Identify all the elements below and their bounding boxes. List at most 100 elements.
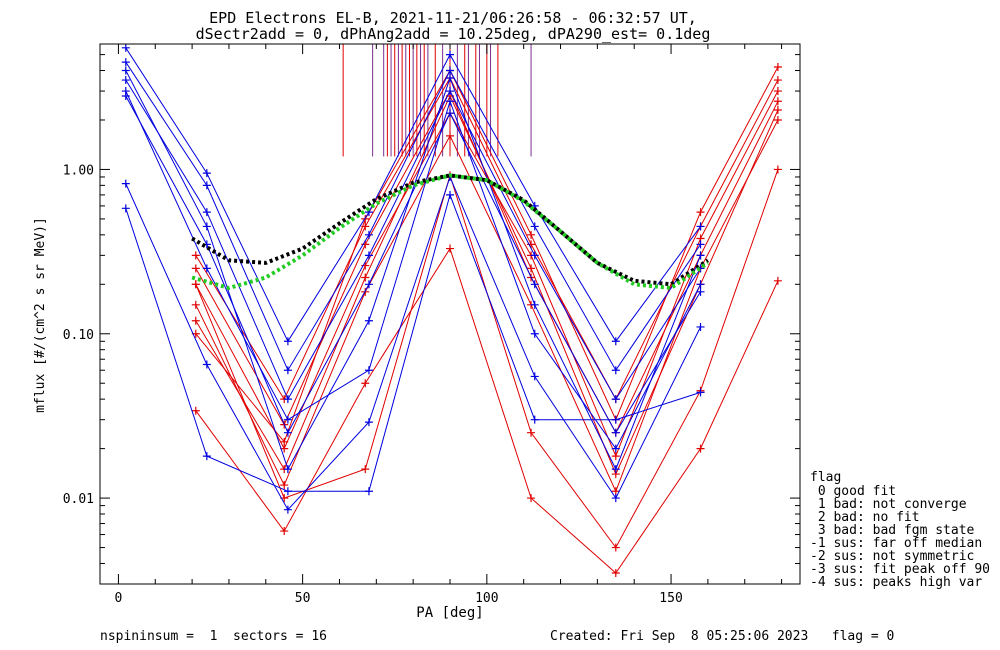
x-tick-label: 0 — [115, 591, 123, 606]
footer-right: Created: Fri Sep 8 05:25:06 2023 flag = … — [550, 629, 894, 644]
y-tick-label: 1.00 — [63, 163, 94, 178]
fit-line-black — [191, 173, 709, 287]
data-point — [611, 487, 620, 496]
legend-title: flag — [810, 470, 841, 485]
x-tick-label: 50 — [295, 591, 311, 606]
data-point — [191, 406, 200, 415]
legend-entry: -3 sus: fit peak off 90 — [810, 562, 990, 577]
series-line — [125, 79, 701, 401]
data-point — [283, 337, 292, 346]
data-point — [280, 437, 289, 446]
data-point — [202, 452, 211, 461]
data-point — [446, 97, 454, 106]
series-line — [125, 193, 701, 492]
data-point — [611, 366, 620, 375]
data-point — [696, 444, 705, 453]
x-axis-label: PA [deg] — [416, 605, 483, 621]
data-point — [696, 208, 705, 217]
data-point — [202, 181, 211, 190]
data-point — [121, 87, 130, 96]
data-point — [527, 230, 536, 239]
data-point — [527, 428, 536, 437]
data-point — [773, 115, 782, 124]
data-point — [527, 264, 536, 273]
data-point — [283, 366, 292, 375]
data-point — [611, 337, 620, 346]
data-point — [530, 222, 539, 231]
data-point — [611, 428, 620, 437]
data-point — [364, 366, 373, 375]
data-point — [773, 276, 782, 285]
data-point — [446, 190, 454, 199]
series-line — [195, 247, 779, 574]
data-point — [773, 97, 782, 106]
series-red-5 — [191, 244, 782, 577]
data-point — [446, 87, 454, 96]
data-point — [611, 494, 620, 503]
data-point — [530, 329, 539, 338]
data-point — [530, 300, 539, 309]
data-point — [446, 66, 454, 75]
data-point — [191, 300, 200, 309]
data-point — [446, 109, 454, 118]
legend-entry: 1 bad: not converge — [810, 497, 967, 512]
series-blue-8 — [121, 58, 705, 375]
data-point — [696, 287, 705, 296]
data-point — [283, 465, 292, 474]
data-point — [280, 527, 289, 536]
data-point — [527, 494, 536, 503]
data-point — [283, 395, 292, 404]
data-point — [364, 316, 373, 325]
data-point — [202, 208, 211, 217]
data-point — [364, 280, 373, 289]
data-point — [283, 415, 292, 424]
y-axis-label: mflux [#/(cm^2 s sr MeV)] — [33, 217, 48, 413]
data-point — [361, 273, 370, 282]
data-point — [696, 280, 705, 289]
data-point — [361, 214, 370, 223]
legend-entry: -4 sus: peaks high var — [810, 575, 982, 590]
fit-line-green — [191, 173, 710, 291]
data-point — [121, 204, 130, 213]
data-point — [361, 379, 370, 388]
data-series — [121, 43, 782, 577]
data-point — [364, 230, 373, 239]
data-point — [202, 169, 211, 178]
data-point — [696, 251, 705, 260]
data-point — [283, 487, 292, 496]
chart-title: EPD Electrons EL-B, 2021-11-21/06:26:58 … — [209, 9, 697, 27]
data-point — [527, 240, 536, 249]
series-line — [125, 70, 701, 471]
data-point — [364, 487, 373, 496]
data-point — [611, 543, 620, 552]
data-point — [446, 74, 454, 83]
data-point — [530, 251, 539, 260]
series-red-2 — [191, 115, 782, 496]
legend-entry: -2 sus: not symmetric — [810, 549, 974, 564]
data-point — [283, 428, 292, 437]
data-point — [364, 418, 373, 427]
footer-left: nspininsum = 1 sectors = 16 — [100, 629, 327, 644]
chart-subtitle: dSectr2add = 0, dPhAng2add = 10.25deg, d… — [196, 25, 711, 43]
x-tick-label: 150 — [659, 591, 682, 606]
legend: flag 0 good fit 1 bad: not converge 2 ba… — [810, 470, 990, 590]
series-red-6 — [191, 165, 782, 552]
series-red-7 — [191, 63, 782, 446]
data-point — [773, 106, 782, 115]
data-point — [773, 76, 782, 85]
data-point — [364, 251, 373, 260]
y-tick-label: 0.10 — [63, 328, 94, 343]
legend-entry: 3 bad: bad fgm state — [810, 523, 975, 538]
data-point — [361, 465, 370, 474]
fit-lines — [191, 173, 710, 291]
data-point — [773, 165, 782, 174]
data-point — [121, 66, 130, 75]
data-point — [121, 76, 130, 85]
series-blue-12 — [121, 190, 705, 496]
data-point — [280, 481, 289, 490]
data-point — [202, 264, 211, 273]
data-point — [773, 87, 782, 96]
data-point — [283, 505, 292, 514]
data-point — [611, 465, 620, 474]
